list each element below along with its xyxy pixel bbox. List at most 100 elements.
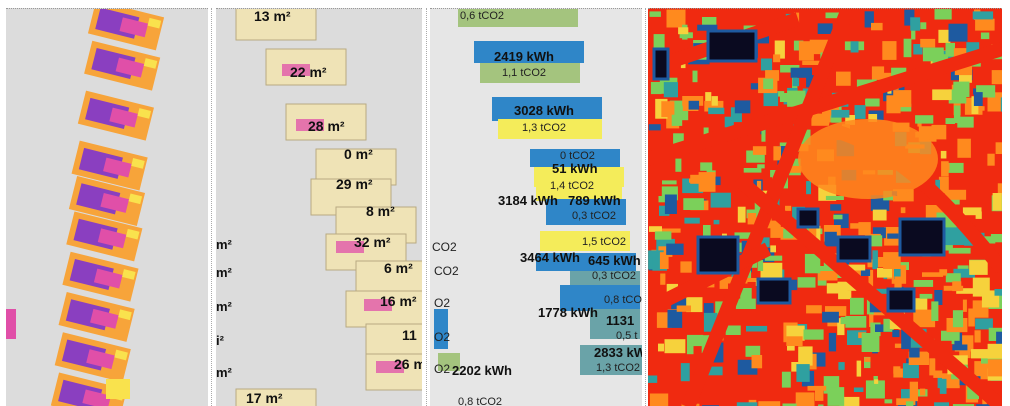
thermal-patch (725, 325, 741, 335)
solar-irradiance-panel (6, 8, 208, 406)
panel-divider (426, 8, 427, 406)
kwh-label: 1778 kWh (538, 305, 598, 320)
thermal-patch (705, 92, 712, 102)
thermal-patch (757, 260, 764, 271)
thermal-patch (713, 342, 724, 363)
thermal-patch (909, 381, 918, 402)
thermal-patch (734, 100, 751, 114)
thermal-patch (934, 290, 943, 305)
panel-divider (645, 8, 646, 406)
roof-area-label: 6 m² (384, 260, 413, 276)
thermal-patch (780, 65, 800, 73)
thermal-aerial-panel (648, 8, 1002, 406)
thermal-patch (906, 401, 914, 406)
thermal-patch (770, 245, 776, 253)
panel-divider (211, 8, 212, 406)
thermal-patch (864, 356, 871, 369)
solar-zone (143, 58, 158, 69)
thermal-patch (893, 90, 912, 108)
edge-co2-label: O2 (434, 296, 450, 310)
thermal-patch (703, 366, 723, 376)
thermal-patch (980, 236, 996, 244)
thermal-patch (959, 348, 971, 359)
thermal-patch (688, 59, 710, 65)
thermal-patch (995, 142, 1002, 154)
thermal-patch (758, 237, 770, 248)
roof-area-label: 28 m² (308, 118, 345, 134)
thermal-patch (713, 219, 720, 225)
thermal-patch (922, 272, 944, 277)
kwh-label: 2419 kWh (494, 49, 554, 64)
thermal-patch (975, 18, 995, 31)
thermal-patch (920, 22, 927, 30)
thermal-patch (997, 183, 1002, 203)
thermal-patch (649, 11, 661, 17)
thermal-patch (745, 345, 761, 357)
solar-irradiance-map (6, 9, 165, 406)
thermal-patch (910, 17, 921, 31)
cold-building (836, 235, 872, 263)
thermal-patch (676, 305, 691, 312)
thermal-patch (746, 325, 768, 332)
kwh-label: 2202 kWh (452, 363, 512, 378)
thermal-patch (932, 89, 952, 101)
thermal-patch (969, 260, 988, 275)
thermal-patch (865, 380, 885, 399)
thermal-patch (648, 124, 661, 131)
thermal-patch (953, 268, 975, 278)
roof-area-label: 16 m² (380, 293, 417, 309)
edge-area-label: m² (216, 299, 233, 314)
thermal-patch (795, 392, 815, 406)
thermal-patch (664, 339, 686, 354)
thermal-patch (882, 41, 897, 60)
kwh-label: 51 kWh (552, 161, 598, 176)
thermal-patch (811, 113, 831, 126)
thermal-patch (892, 330, 900, 338)
thermal-patch (824, 231, 837, 247)
thermal-patch (938, 176, 949, 194)
thermal-patch (790, 67, 812, 78)
thermal-patch (943, 162, 964, 173)
thermal-patch (933, 370, 943, 378)
thermal-patch (671, 298, 687, 310)
solar-zone (93, 268, 123, 289)
solar-zone (90, 308, 119, 329)
thermal-patch (948, 23, 968, 42)
roof-shape (492, 97, 602, 121)
roof-area-label: 11 (402, 327, 417, 343)
thermal-patch (852, 269, 871, 276)
edge-area-label: m² (216, 365, 233, 380)
thermal-patch (939, 378, 947, 394)
solar-zone (364, 299, 392, 311)
roof-shape (235, 9, 317, 41)
thermal-patch (991, 70, 1002, 85)
thermal-patch (830, 204, 842, 211)
thermal-patch (953, 48, 968, 59)
thermal-patch (975, 318, 993, 330)
thermal-patch (683, 198, 704, 210)
thermal-patch (787, 87, 798, 93)
thermal-patch (710, 192, 731, 208)
thermal-patch (765, 220, 781, 229)
thermal-patch (853, 387, 864, 392)
thermal-patch (948, 247, 971, 254)
thermal-patch (757, 164, 765, 169)
thermal-patch (838, 362, 845, 370)
thermal-patch (941, 163, 950, 171)
solar-zone (282, 64, 310, 76)
thermal-patch (994, 289, 1002, 296)
solar-zone (103, 157, 132, 178)
thermal-patch (828, 332, 837, 352)
roof-area-label: 32 m² (354, 234, 391, 250)
plaza (798, 119, 938, 199)
thermal-patch (804, 253, 821, 274)
road (733, 173, 1002, 406)
roof-shape (438, 353, 460, 371)
thermal-patch (957, 138, 971, 158)
thermal-patch (662, 180, 677, 185)
edge-co2-label: O2 (434, 330, 450, 344)
roof-area-label: 13 m² (254, 9, 291, 24)
kwh-label: 1131 (606, 313, 634, 328)
thermal-patch (996, 331, 1002, 352)
thermal-patch (760, 262, 783, 281)
